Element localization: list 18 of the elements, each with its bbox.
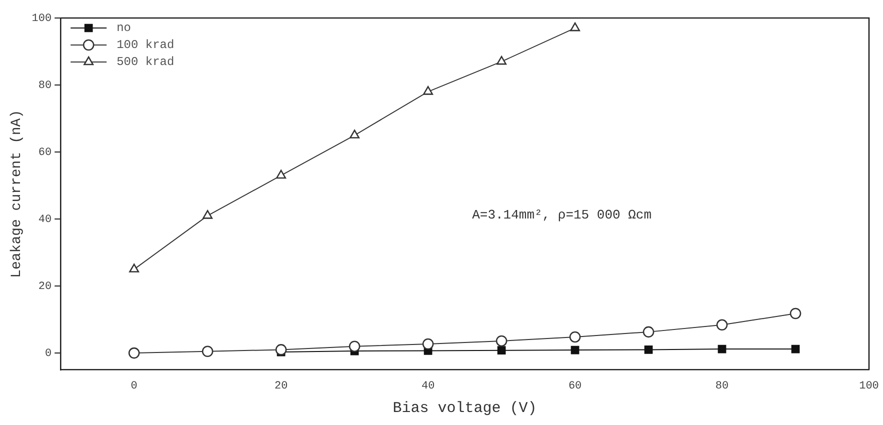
y-tick-label: 20 [38,280,52,293]
y-tick-label: 40 [38,214,52,226]
legend-label: 500 krad [116,55,174,70]
y-axis-title: Leakage current (nA) [9,110,26,278]
x-axis-title: Bias voltage (V) [392,400,537,417]
x-tick-label: 0 [130,380,138,392]
annotation: A=3.14mm², ρ=15 000 Ωcm [472,208,652,223]
x-tick-label: 40 [421,380,435,392]
y-tick-label: 60 [38,146,52,159]
legend-label: no [116,21,132,36]
y-tick-label: 80 [38,80,52,92]
x-tick-label: 60 [568,380,582,392]
x-tick-label: 20 [274,380,288,392]
x-tick-label: 100 [859,380,879,392]
y-tick-label: 100 [32,12,52,25]
x-tick-label: 80 [715,380,729,392]
legend-label: 100 krad [116,38,174,52]
y-tick-label: 0 [44,348,52,360]
